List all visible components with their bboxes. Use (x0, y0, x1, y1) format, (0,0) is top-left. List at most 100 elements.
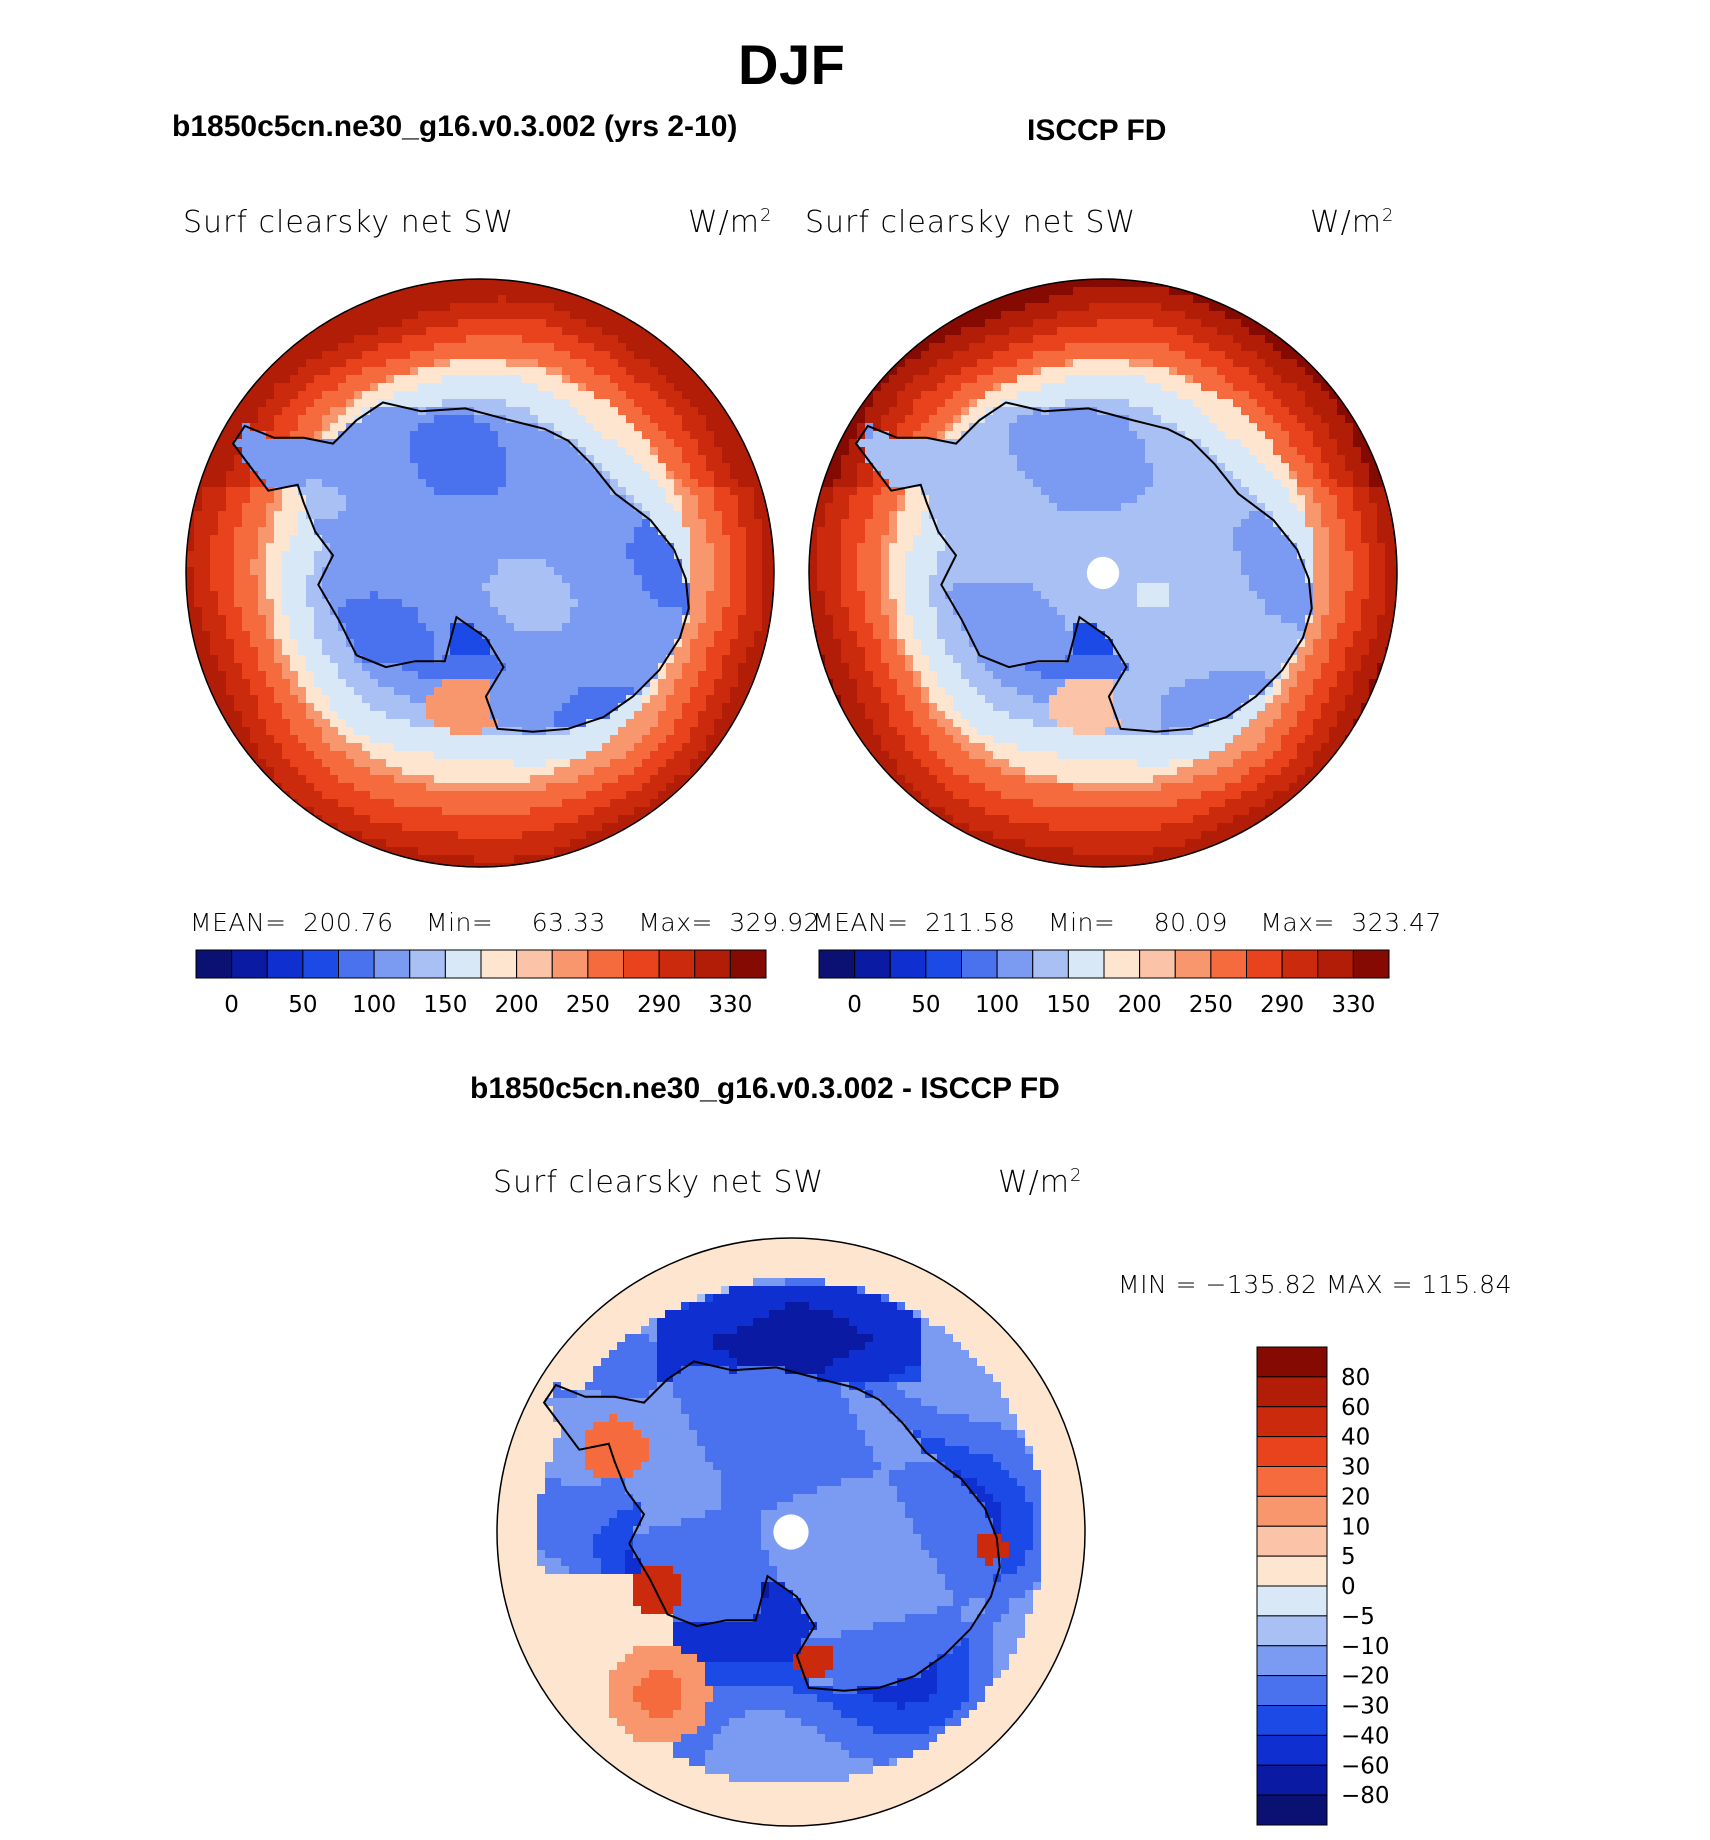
panel1-colorbar-tick-2: 100 (352, 992, 396, 1018)
panel3-colorbar-tick-0: 80 (1341, 1365, 1370, 1391)
panel1-max-value: 329.92 (729, 908, 820, 937)
panel1-colorbar-tick-0: 0 (224, 992, 239, 1018)
panel1-colorbar-box-3 (302, 949, 339, 979)
panel3-colorbar-box-7 (1256, 1555, 1328, 1587)
panel3-colorbar-box-9 (1256, 1615, 1328, 1647)
panel3-colorbar-tick-14: −80 (1341, 1783, 1390, 1809)
panel2-colorbar-box-9 (1139, 949, 1176, 979)
panel3-colorbar-tick-12: −40 (1341, 1723, 1390, 1749)
panel1-colorbar-box-15 (729, 949, 767, 979)
panel1-colorbar-box-13 (658, 949, 696, 979)
panel2-colorbar-box-13 (1281, 949, 1319, 979)
panel3-colorbar-tick-1: 60 (1341, 1395, 1370, 1421)
panel3-colorbar-box-14 (1256, 1764, 1328, 1796)
panel1-colorbar-tick-3: 150 (423, 992, 467, 1018)
panel3-colorbar-box-11 (1256, 1675, 1328, 1706)
panel1-units: W/m2 (688, 205, 773, 240)
panel2-colorbar-box-0 (818, 949, 856, 979)
panel2-colorbar-box-7 (1067, 949, 1105, 979)
panel1-colorbar-tick-7: 330 (708, 992, 752, 1018)
panel2-colorbar-tick-3: 150 (1046, 992, 1090, 1018)
panel2-colorbar-box-10 (1174, 949, 1212, 979)
panel1-title: b1850c5cn.ne30_g16.v0.3.002 (yrs 2-10) (172, 110, 738, 143)
panel2-colorbar-box-2 (889, 949, 927, 979)
panel2-colorbar-tick-0: 0 (847, 992, 862, 1018)
figure-title: DJF (738, 33, 846, 96)
panel2-colorbar-box-1 (854, 949, 891, 979)
panel1-min-label: Min= (426, 908, 494, 937)
panel1-colorbar-box-11 (587, 949, 624, 979)
panel3-colorbar-tick-3: 30 (1341, 1455, 1370, 1481)
panel3-colorbar-box-12 (1256, 1705, 1328, 1736)
panel1-max-label: Max= (638, 908, 713, 937)
panel3-units: W/m2 (998, 1165, 1083, 1200)
panel2-colorbar-box-5 (996, 949, 1034, 979)
panel3-colorbar-tick-5: 10 (1341, 1514, 1370, 1540)
panel2-colorbar-tick-6: 290 (1260, 992, 1304, 1018)
panel2-colorbar-box-12 (1246, 949, 1283, 979)
panel3-colorbar-tick-10: −20 (1341, 1664, 1390, 1690)
panel1-colorbar-box-12 (623, 949, 660, 979)
panel1-colorbar-tick-4: 200 (495, 992, 539, 1018)
panel2-colorbar-box-6 (1032, 949, 1069, 979)
panel1-colorbar-box-10 (551, 949, 589, 979)
panel2-mean-value: 211.58 (925, 908, 1016, 937)
panel3-colorbar-box-15 (1256, 1794, 1328, 1826)
panel1-colorbar-box-8 (480, 949, 518, 979)
panel3-colorbar-tick-8: −5 (1341, 1604, 1375, 1630)
panel3-colorbar-tick-11: −30 (1341, 1694, 1390, 1720)
panel1-colorbar-box-0 (195, 949, 233, 979)
panel3-stats: MIN = −135.82 MAX = 115.84 (1118, 1270, 1512, 1299)
panel2-colorbar-tick-7: 330 (1331, 992, 1375, 1018)
panel1-min-value: 63.33 (531, 908, 606, 937)
panel2-colorbar-tick-5: 250 (1189, 992, 1233, 1018)
panel2-units: W/m2 (1310, 205, 1395, 240)
panel3-colorbar-box-3 (1256, 1436, 1328, 1467)
panel3-colorbar-box-0 (1256, 1346, 1328, 1378)
panel2-colorbar-box-3 (925, 949, 962, 979)
panel3-colorbar-box-1 (1256, 1376, 1328, 1408)
panel2-mean-label: MEAN= (812, 908, 909, 937)
panel3-colorbar-box-2 (1256, 1406, 1328, 1438)
panel3-colorbar-box-6 (1256, 1525, 1328, 1557)
panel1-colorbar-box-9 (516, 949, 553, 979)
panel1-mean-label: MEAN= (190, 908, 287, 937)
panel2-title: ISCCP FD (1027, 114, 1167, 147)
panel2-stats: MEAN= 211.58 Min= 80.09 Max= 323.47 (812, 908, 1442, 937)
panel1-colorbar-box-4 (338, 949, 375, 979)
panel2-max-label: Max= (1260, 908, 1335, 937)
panel2-colorbar-box-11 (1210, 949, 1247, 979)
panel3-colorbar-box-13 (1256, 1734, 1328, 1766)
panel2-colorbar-box-15 (1352, 949, 1390, 979)
panel1-colorbar-box-1 (231, 949, 268, 979)
panel2-colorbar-tick-4: 200 (1118, 992, 1162, 1018)
panel1-colorbar-box-14 (694, 949, 731, 979)
panel1-colorbar-box-2 (266, 949, 304, 979)
panel3-colorbar-box-4 (1256, 1466, 1328, 1497)
panel2-left-label: Surf clearsky net SW (805, 205, 1137, 240)
panel3-title: b1850c5cn.ne30_g16.v0.3.002 - ISCCP FD (470, 1072, 1060, 1105)
panel1-colorbar-box-5 (373, 949, 411, 979)
panel3-colorbar-tick-2: 40 (1341, 1425, 1370, 1451)
panel3-colorbar-tick-7: 0 (1341, 1574, 1356, 1600)
panel1-colorbar-tick-6: 290 (637, 992, 681, 1018)
panel2-min-value: 80.09 (1153, 908, 1228, 937)
panel1-stats: MEAN= 200.76 Min= 63.33 Max= 329.92 (190, 908, 820, 937)
panel2-max-value: 323.47 (1351, 908, 1442, 937)
panel2-colorbar-tick-1: 50 (911, 992, 940, 1018)
panel3-colorbar-tick-4: 20 (1341, 1484, 1370, 1510)
panel2-colorbar-box-14 (1317, 949, 1354, 979)
panel3-colorbar-tick-13: −60 (1341, 1753, 1390, 1779)
panel1-colorbar-tick-5: 250 (566, 992, 610, 1018)
panel1-colorbar-box-7 (444, 949, 482, 979)
panel3-colorbar-box-8 (1256, 1585, 1328, 1617)
panel2-colorbar-box-8 (1103, 949, 1141, 979)
panel1-left-label: Surf clearsky net SW (183, 205, 515, 240)
panel1-colorbar-box-6 (409, 949, 446, 979)
panel1-mean-value: 200.76 (303, 908, 394, 937)
panel3-left-label: Surf clearsky net SW (493, 1165, 825, 1200)
panel2-colorbar-box-4 (961, 949, 998, 979)
panel3-colorbar-tick-6: 5 (1341, 1544, 1356, 1570)
panel2-min-label: Min= (1048, 908, 1116, 937)
panel3-colorbar-box-5 (1256, 1495, 1328, 1527)
